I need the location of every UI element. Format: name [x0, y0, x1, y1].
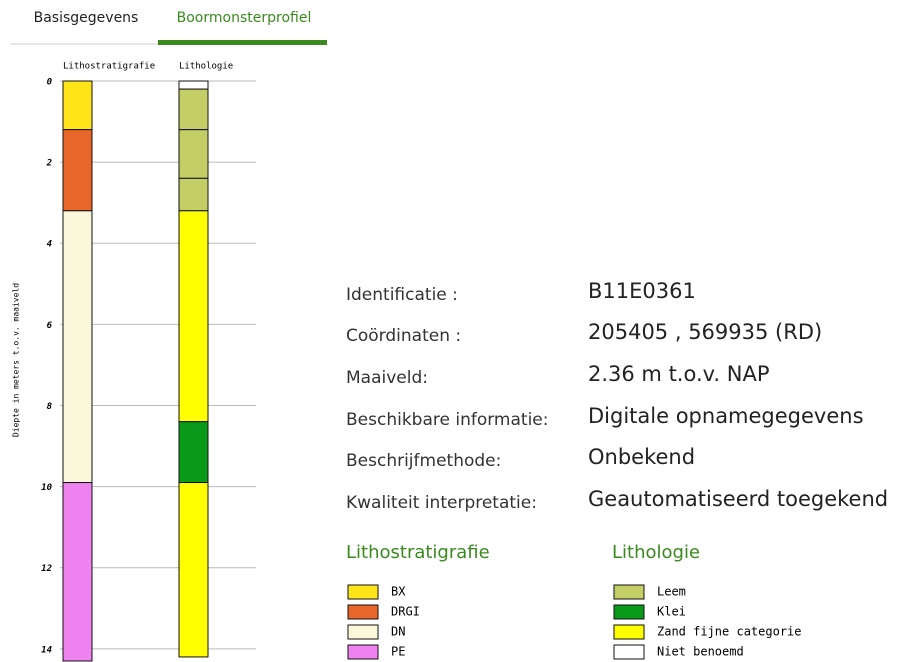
- y-tick-label: 4: [47, 240, 52, 250]
- y-tick-label: 8: [47, 402, 52, 412]
- legend-label: Niet benoemd: [657, 645, 744, 659]
- y-tick-label: 6: [47, 321, 53, 331]
- active-tab-underline: [158, 40, 327, 45]
- info-label: Identificatie :: [346, 285, 458, 305]
- info-label: Beschikbare informatie:: [346, 410, 548, 430]
- info-label: Maaiveld:: [346, 368, 428, 388]
- interval: [62, 210, 93, 484]
- y-tick-label: 12: [41, 564, 52, 574]
- legend-label: Leem: [657, 585, 686, 599]
- legend-title: Lithostratigrafie: [346, 542, 490, 563]
- interval: [62, 129, 93, 212]
- info-label: Kwaliteit interpretatie:: [346, 493, 537, 513]
- interval: [178, 421, 209, 484]
- legend-label: Klei: [657, 605, 686, 619]
- y-tick-label: 10: [41, 483, 52, 493]
- y-tick-label: 2: [46, 159, 52, 169]
- legend-swatch: [347, 584, 379, 600]
- info-label: Beschrijfmethode:: [346, 451, 501, 471]
- legend-label: PE: [391, 645, 405, 659]
- column-title: Lithologie: [179, 62, 233, 72]
- legend-swatch: [613, 604, 645, 620]
- info-value: 205405 , 569935 (RD): [588, 320, 822, 344]
- info-label: Coördinaten :: [346, 326, 461, 346]
- tab[interactable]: Basisgegevens: [34, 10, 139, 26]
- legend-swatch: [613, 584, 645, 600]
- legend-label: BX: [391, 585, 406, 599]
- info-value: Onbekend: [588, 445, 695, 469]
- y-axis-label: Diepte in meters t.o.v. maaiveld: [12, 283, 21, 437]
- interval: [178, 80, 209, 90]
- y-tick-label: 14: [41, 645, 52, 655]
- legend-label: Zand fijne categorie: [657, 625, 802, 639]
- info-value: 2.36 m t.o.v. NAP: [588, 362, 770, 386]
- legend-swatch: [613, 624, 645, 640]
- column-title: Lithostratigrafie: [63, 62, 155, 72]
- info-value: Geautomatiseerd toegekend: [588, 487, 888, 511]
- legend-label: DN: [391, 625, 405, 639]
- interval: [178, 177, 209, 212]
- legend-swatch: [347, 604, 379, 620]
- interval: [178, 129, 209, 179]
- y-tick-label: 0: [47, 78, 53, 88]
- tab-active[interactable]: Boormonsterprofiel: [177, 10, 312, 26]
- interval: [62, 482, 93, 662]
- legend-swatch: [347, 644, 379, 660]
- legend-label: DRGI: [391, 605, 420, 619]
- interval: [178, 88, 209, 131]
- legend-swatch: [613, 644, 645, 660]
- legend-swatch: [347, 624, 379, 640]
- interval: [62, 80, 93, 131]
- info-value: Digitale opnamegegevens: [588, 404, 864, 428]
- info-value: B11E0361: [588, 279, 696, 303]
- legend-title: Lithologie: [612, 542, 700, 563]
- interval: [178, 482, 209, 658]
- interval: [178, 210, 209, 423]
